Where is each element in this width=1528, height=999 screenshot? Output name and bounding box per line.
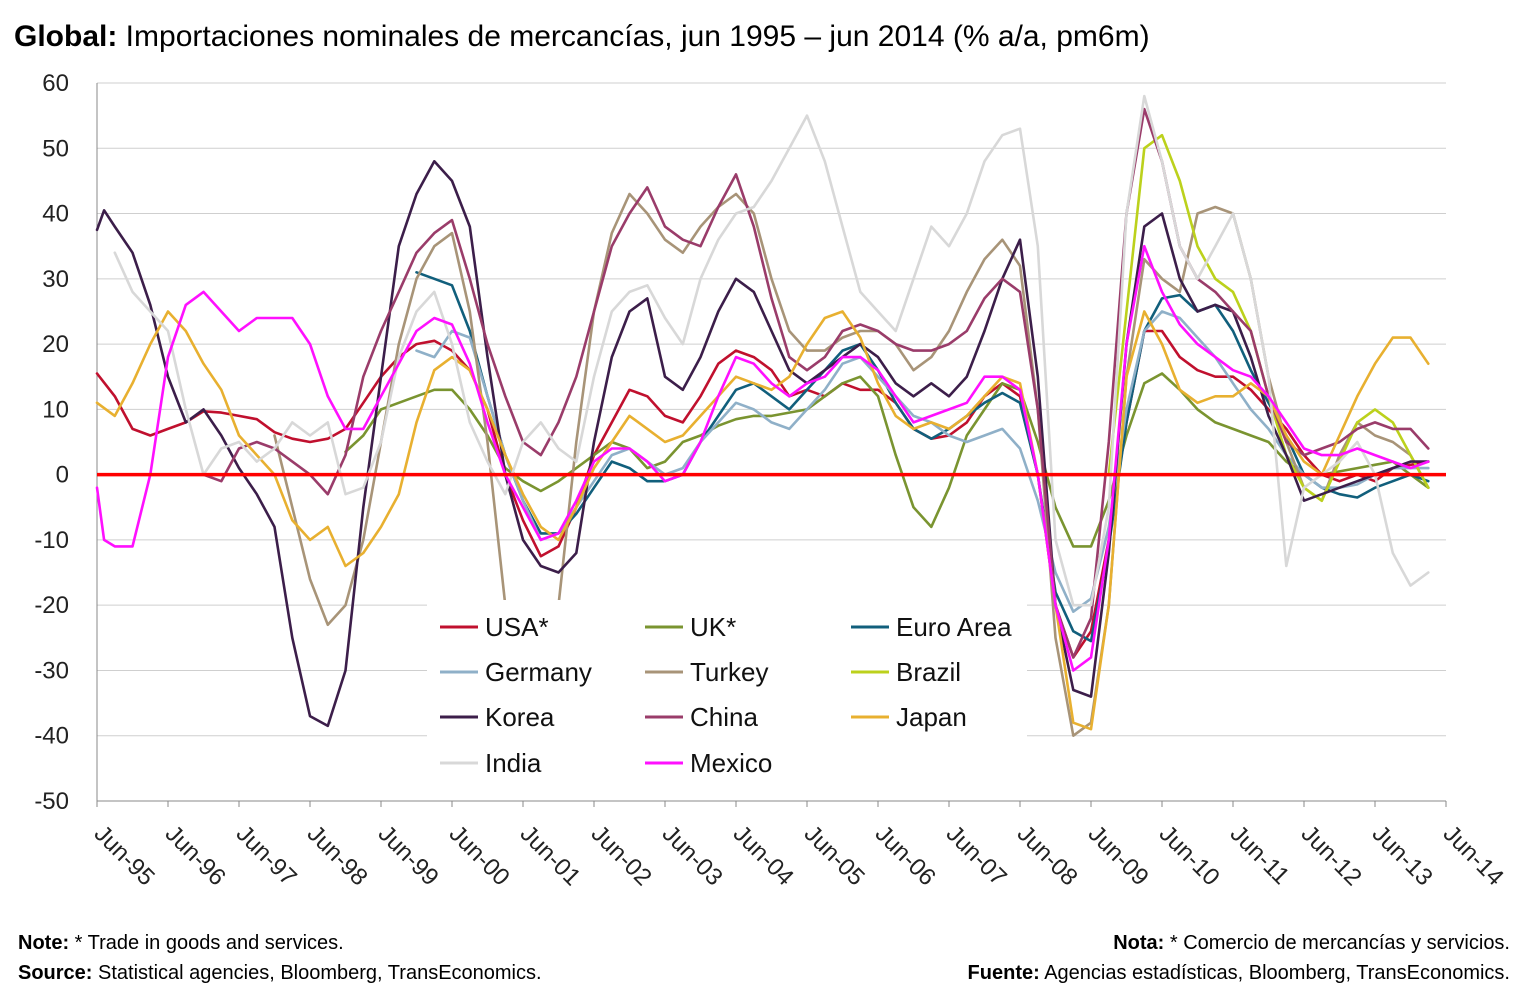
legend-label: Japan (896, 702, 967, 732)
note-english-label: Note: (18, 932, 70, 954)
note-spanish-label: Nota: (1113, 932, 1165, 954)
x-tick-label: Jun-14 (1438, 820, 1509, 891)
x-tick-label: Jun-06 (870, 820, 941, 891)
note-english: Note: * Trade in goods and services. (18, 932, 344, 955)
chart-title-rest: Importaciones nominales de mercancías, j… (117, 20, 1150, 53)
legend-label: Euro Area (896, 612, 1012, 642)
x-tick-label: Jun-01 (515, 820, 586, 891)
series-line-usa (95, 329, 1430, 659)
y-tick-label: -40 (34, 723, 69, 750)
series-line-korea (95, 160, 1430, 728)
x-tick-label: Jun-98 (302, 820, 373, 891)
source-spanish-label: Fuente: (967, 962, 1040, 984)
source-english-label: Source: (18, 962, 93, 984)
legend-label: USA* (485, 612, 549, 642)
y-tick-label: 20 (42, 331, 69, 358)
x-tick-label: Jun-07 (941, 820, 1012, 891)
legend-label: Brazil (896, 657, 961, 687)
x-tick-label: Jun-08 (1012, 820, 1083, 891)
legend: USA* UK* Euro Area Germany Turkey Brazil Korea… (427, 600, 1027, 788)
series-lines (95, 94, 1430, 737)
legend-label: Korea (485, 702, 555, 732)
legend-label: Mexico (690, 748, 772, 778)
y-tick-label: -10 (34, 527, 69, 554)
legend-label: China (690, 702, 758, 732)
y-tick-label: -30 (34, 657, 69, 684)
x-tick-label: Jun-00 (444, 820, 515, 891)
legend-background (427, 600, 1027, 788)
y-tick-label: 30 (42, 266, 69, 293)
x-tick-label: Jun-10 (1154, 820, 1225, 891)
source-english: Source: Statistical agencies, Bloomberg,… (18, 962, 542, 985)
x-tick-label: Jun-04 (728, 820, 799, 891)
x-tick-label: Jun-05 (799, 820, 870, 891)
x-tick-label: Jun-03 (657, 820, 728, 891)
series-line-mexico (95, 244, 1430, 672)
x-tick-label: Jun-02 (586, 820, 657, 891)
x-tick-label: Jun-11 (1225, 820, 1295, 890)
x-axis-ticks: Jun-95 Jun-96 Jun-97 Jun-98 Jun-99 Jun-00 Jun-… (89, 801, 1509, 891)
source-spanish: Fuente: Agencias estadísticas, Bloomberg… (968, 962, 1510, 985)
y-tick-label: -20 (34, 592, 69, 619)
legend-label: Turkey (690, 657, 769, 687)
y-axis-ticks: 60 50 40 30 20 10 0 -10 -20 -30 -40 -50 (34, 70, 69, 815)
note-spanish-text: * Comercio de mercancías y servicios. (1164, 932, 1510, 954)
x-tick-label: Jun-97 (231, 820, 302, 891)
series-line-uk (344, 372, 1430, 548)
chart-title-bold: Global: (14, 20, 118, 53)
legend-label: UK* (690, 612, 736, 642)
x-tick-label: Jun-96 (160, 820, 231, 891)
source-english-text: Statistical agencies, Bloomberg, TransEc… (92, 962, 542, 984)
y-tick-label: 10 (42, 396, 69, 423)
x-tick-label: Jun-13 (1367, 820, 1438, 891)
legend-label: India (485, 748, 542, 778)
x-tick-label: Jun-95 (89, 820, 160, 891)
series-line-japan (95, 310, 1430, 731)
source-spanish-text: Agencias estadísticas, Bloomberg, TransE… (1039, 962, 1510, 984)
legend-label: Germany (485, 657, 592, 687)
x-tick-label: Jun-99 (373, 820, 444, 891)
y-tick-label: 60 (42, 70, 69, 97)
note-spanish: Nota: * Comercio de mercancías y servici… (1113, 932, 1510, 955)
x-tick-label: Jun-12 (1296, 820, 1367, 891)
x-tick-label: Jun-09 (1083, 820, 1154, 891)
y-tick-label: -50 (34, 788, 69, 815)
y-tick-label: 50 (42, 135, 69, 162)
series-line-india (113, 94, 1430, 607)
y-tick-label: 40 (42, 201, 69, 228)
note-english-text: * Trade in goods and services. (69, 932, 344, 954)
series-line-china (184, 107, 1430, 659)
y-tick-label: 0 (56, 462, 69, 489)
chart-title: Global: Importaciones nominales de merca… (14, 20, 1150, 54)
